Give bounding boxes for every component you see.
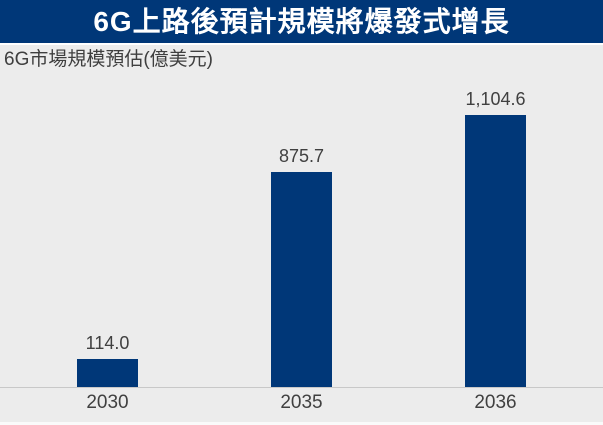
chart-subtitle: 6G市場規模預估(億美元) — [4, 49, 214, 70]
plot-area: 114.0 875.7 1,104.6 — [0, 45, 603, 388]
value-label-2035: 875.7 — [278, 146, 325, 167]
x-label-2035: 2035 — [280, 392, 323, 413]
chart-area: 6G市場規模預估(億美元) 114.0 875.7 1,104.6 2030 2… — [0, 45, 603, 422]
bar-group-2035: 875.7 — [205, 146, 399, 387]
x-label-2030: 2030 — [86, 392, 129, 413]
value-label-2036: 1,104.6 — [465, 89, 526, 110]
bar-group-2030: 114.0 — [11, 333, 205, 387]
title-bar: 6G上路後預計規模將爆發式增長 — [0, 0, 603, 45]
bar-2036 — [465, 115, 526, 387]
chart-title: 6G上路後預計規模將爆發式增長 — [93, 6, 510, 37]
bar-2030 — [77, 359, 138, 387]
x-label-2036: 2036 — [474, 392, 517, 413]
value-label-2030: 114.0 — [85, 333, 130, 354]
bar-2035 — [271, 172, 332, 387]
bar-group-2036: 1,104.6 — [399, 89, 593, 387]
x-axis-labels: 2030 2035 2036 — [0, 388, 603, 422]
